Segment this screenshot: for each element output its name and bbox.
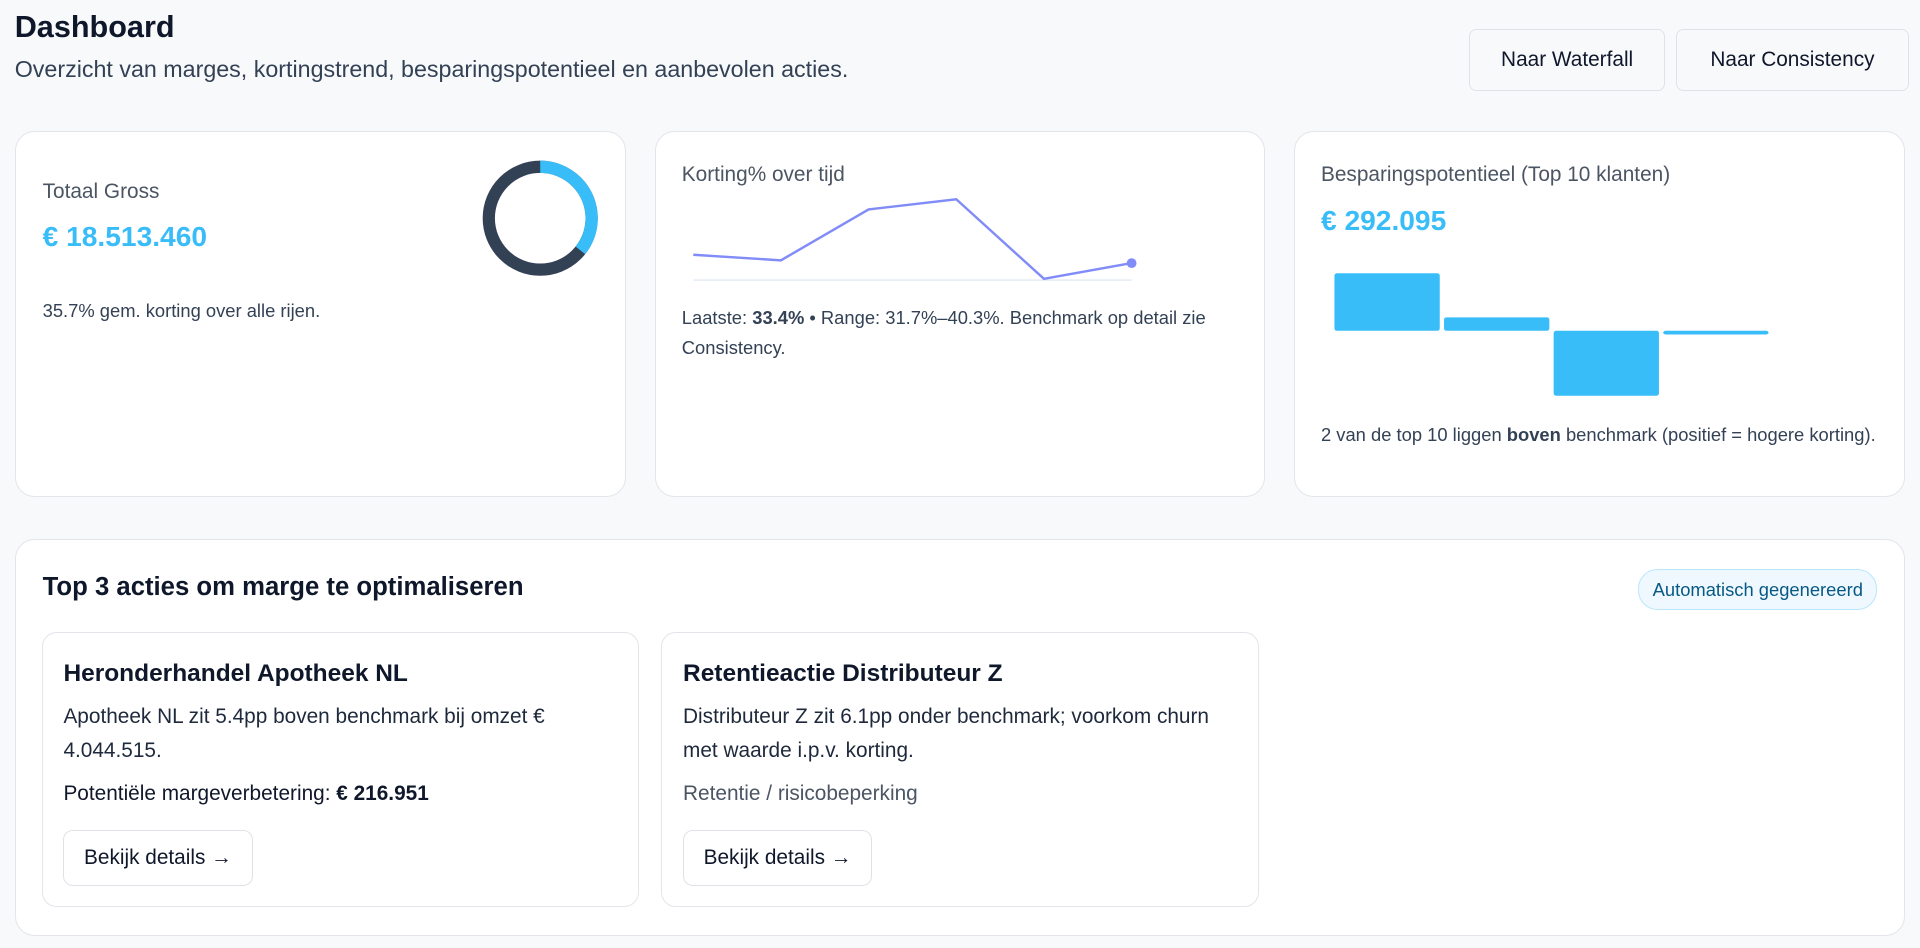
action-title: Heronderhandel Apotheek NL (63, 659, 408, 687)
kpi-label: Korting% over tijd (681, 162, 845, 186)
naar-consistency-button[interactable]: Naar Consistency (1676, 29, 1909, 92)
view-details-button[interactable]: Bekijk details → (63, 829, 253, 886)
kpi-label: Totaal Gross (42, 179, 160, 203)
action-card: Retentieactie Distributeur Z Distributeu… (661, 631, 1259, 908)
bar (1334, 272, 1440, 331)
view-details-button[interactable]: Bekijk details → (683, 829, 873, 886)
kpi-note: 35.7% gem. korting over alle rijen. (42, 300, 321, 322)
korting-line (692, 198, 1132, 281)
auto-generated-badge: Automatisch gegenereerd (1638, 569, 1878, 611)
page-title: Dashboard (14, 9, 175, 44)
korting-line-chart (692, 198, 1137, 281)
kpi-label: Besparingspotentieel (Top 10 klanten) (1320, 162, 1671, 186)
action-description: Apotheek NL zit 5.4pp boven benchmark bi… (63, 705, 545, 763)
besparing-bar-chart (1334, 272, 1769, 396)
bar (1444, 316, 1550, 331)
action-card: Heronderhandel Apotheek NL Apotheek NL z… (41, 631, 640, 908)
kpi-card-besparing: Besparingspotentieel (Top 10 klanten) € … (1294, 131, 1906, 498)
action-description: Distributeur Z zit 6.1pp onder benchmark… (683, 705, 1209, 763)
kpi-note: Laatste: 33.4% • Range: 31.7%–40.3%. Ben… (681, 307, 1206, 358)
kpi-card-gross: Totaal Gross € 18.513.460 35.7% gem. kor… (14, 131, 626, 498)
bar (1663, 330, 1769, 335)
actions-title: Top 3 acties om marge te optimaliseren (42, 572, 524, 601)
kpi-value: € 18.513.460 (42, 221, 208, 253)
kpi-card-korting: Korting% over tijd Laatste: 33.4% • Rang… (655, 131, 1265, 498)
action-extra: Retentie / risicobeperking (683, 782, 918, 806)
bar (1553, 330, 1659, 396)
latest-point (1126, 258, 1137, 269)
naar-waterfall-button[interactable]: Naar Waterfall (1469, 29, 1665, 92)
action-extra: Potentiële margeverbetering: € 216.951 (63, 782, 429, 806)
donut-chart (482, 160, 598, 276)
page-subtitle: Overzicht van marges, kortingstrend, bes… (14, 56, 849, 83)
kpi-note: 2 van de top 10 liggen boven benchmark (… (1320, 423, 1876, 445)
kpi-value: € 292.095 (1320, 205, 1447, 237)
action-title: Retentieactie Distributeur Z (683, 659, 1003, 687)
